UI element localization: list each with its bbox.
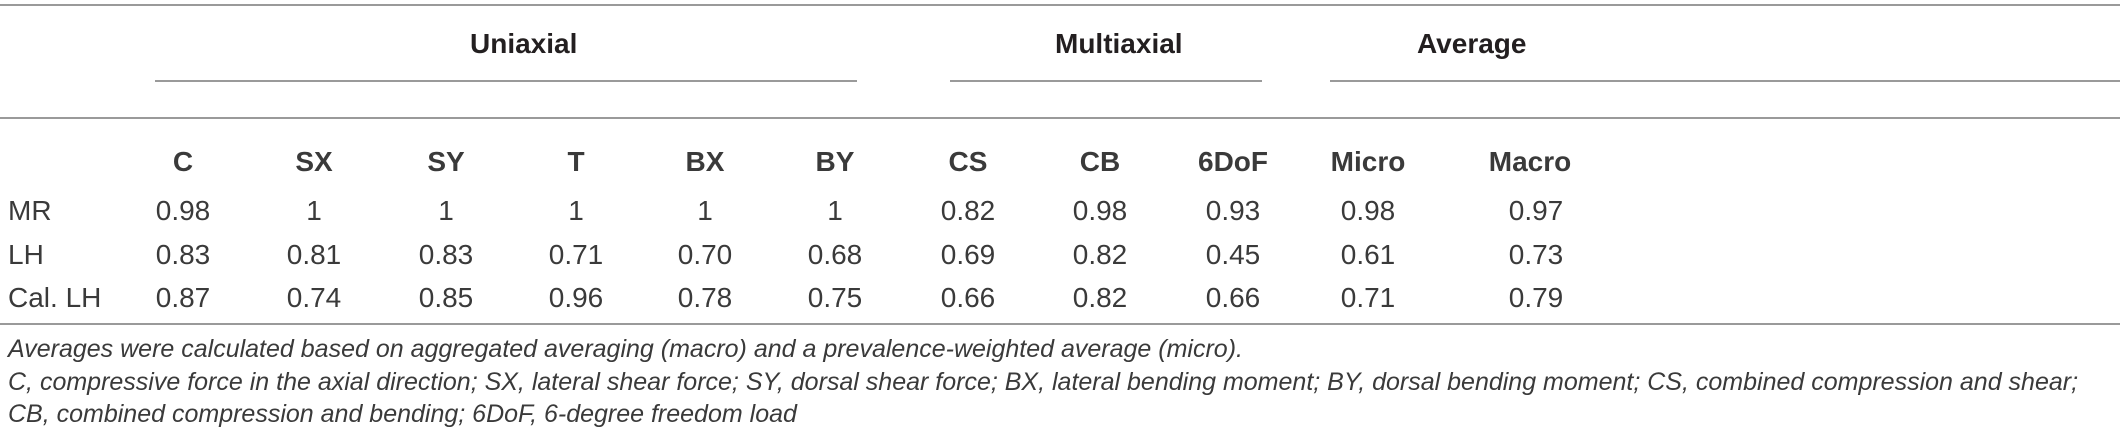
table-cell: 0.71: [548, 239, 604, 270]
table-cell: 0.97: [1508, 195, 1564, 226]
table-cell: 0.74: [286, 282, 342, 313]
footnote-abbreviations: C, compressive force in the axial direct…: [8, 368, 2079, 428]
table-cell: 0.68: [807, 239, 863, 270]
table-cell: 0.87: [155, 282, 211, 313]
bottom-rule: [0, 323, 2120, 325]
average-group-rule: [1330, 80, 2120, 82]
row-label-mr: MR: [8, 195, 52, 226]
table-cell: 1: [306, 195, 322, 226]
header-rule: [0, 117, 2120, 119]
table-cell: 0.93: [1205, 195, 1261, 226]
table-cell: 0.98: [1340, 195, 1396, 226]
table-cell: 0.82: [1072, 239, 1128, 270]
table-cell: 0.66: [1205, 282, 1261, 313]
uniaxial-group-rule: [155, 80, 857, 82]
column-header-t: T: [567, 146, 585, 177]
group-header-uniaxial: Uniaxial: [470, 28, 578, 59]
table-cell: 0.83: [418, 239, 474, 270]
table-cell: 0.78: [677, 282, 733, 313]
column-header-by: BY: [815, 146, 855, 177]
table-cell: 0.85: [418, 282, 474, 313]
table-cell: 0.69: [940, 239, 996, 270]
multiaxial-group-rule: [950, 80, 1262, 82]
table-cell: 0.45: [1205, 239, 1261, 270]
table-cell: 0.61: [1340, 239, 1396, 270]
column-header-sy: SY: [427, 146, 465, 177]
column-header-cs: CS: [948, 146, 988, 177]
table-cell: 0.98: [155, 195, 211, 226]
table-cell: 0.82: [1072, 282, 1128, 313]
table-cell: 0.66: [940, 282, 996, 313]
table-cell: 1: [438, 195, 454, 226]
column-header-c: C: [172, 146, 194, 177]
table-cell: 1: [568, 195, 584, 226]
top-rule: [0, 4, 2120, 6]
column-header-6dof: 6DoF: [1198, 146, 1268, 177]
table-cell: 0.83: [155, 239, 211, 270]
column-header-bx: BX: [685, 146, 725, 177]
column-header-micro: Micro: [1330, 146, 1406, 177]
table-cell: 0.73: [1508, 239, 1564, 270]
column-header-macro: Macro: [1488, 146, 1572, 177]
table-cell: 0.70: [677, 239, 733, 270]
table-cell: 0.98: [1072, 195, 1128, 226]
table-cell: 1: [697, 195, 713, 226]
table-cell: 1: [827, 195, 843, 226]
group-header-average: Average: [1417, 28, 1527, 59]
row-label-lh: LH: [8, 239, 44, 270]
column-header-sx: SX: [295, 146, 333, 177]
table-cell: 0.75: [807, 282, 863, 313]
table-cell: 0.96: [548, 282, 604, 313]
table-cell: 0.82: [940, 195, 996, 226]
table-cell: 0.81: [286, 239, 342, 270]
group-header-multiaxial: Multiaxial: [1055, 28, 1183, 59]
table-cell: 0.71: [1340, 282, 1396, 313]
column-header-cb: CB: [1079, 146, 1121, 177]
row-label-cal-lh: Cal. LH: [8, 282, 102, 313]
footnote-averages: Averages were calculated based on aggreg…: [8, 335, 1243, 363]
table-cell: 0.79: [1508, 282, 1564, 313]
